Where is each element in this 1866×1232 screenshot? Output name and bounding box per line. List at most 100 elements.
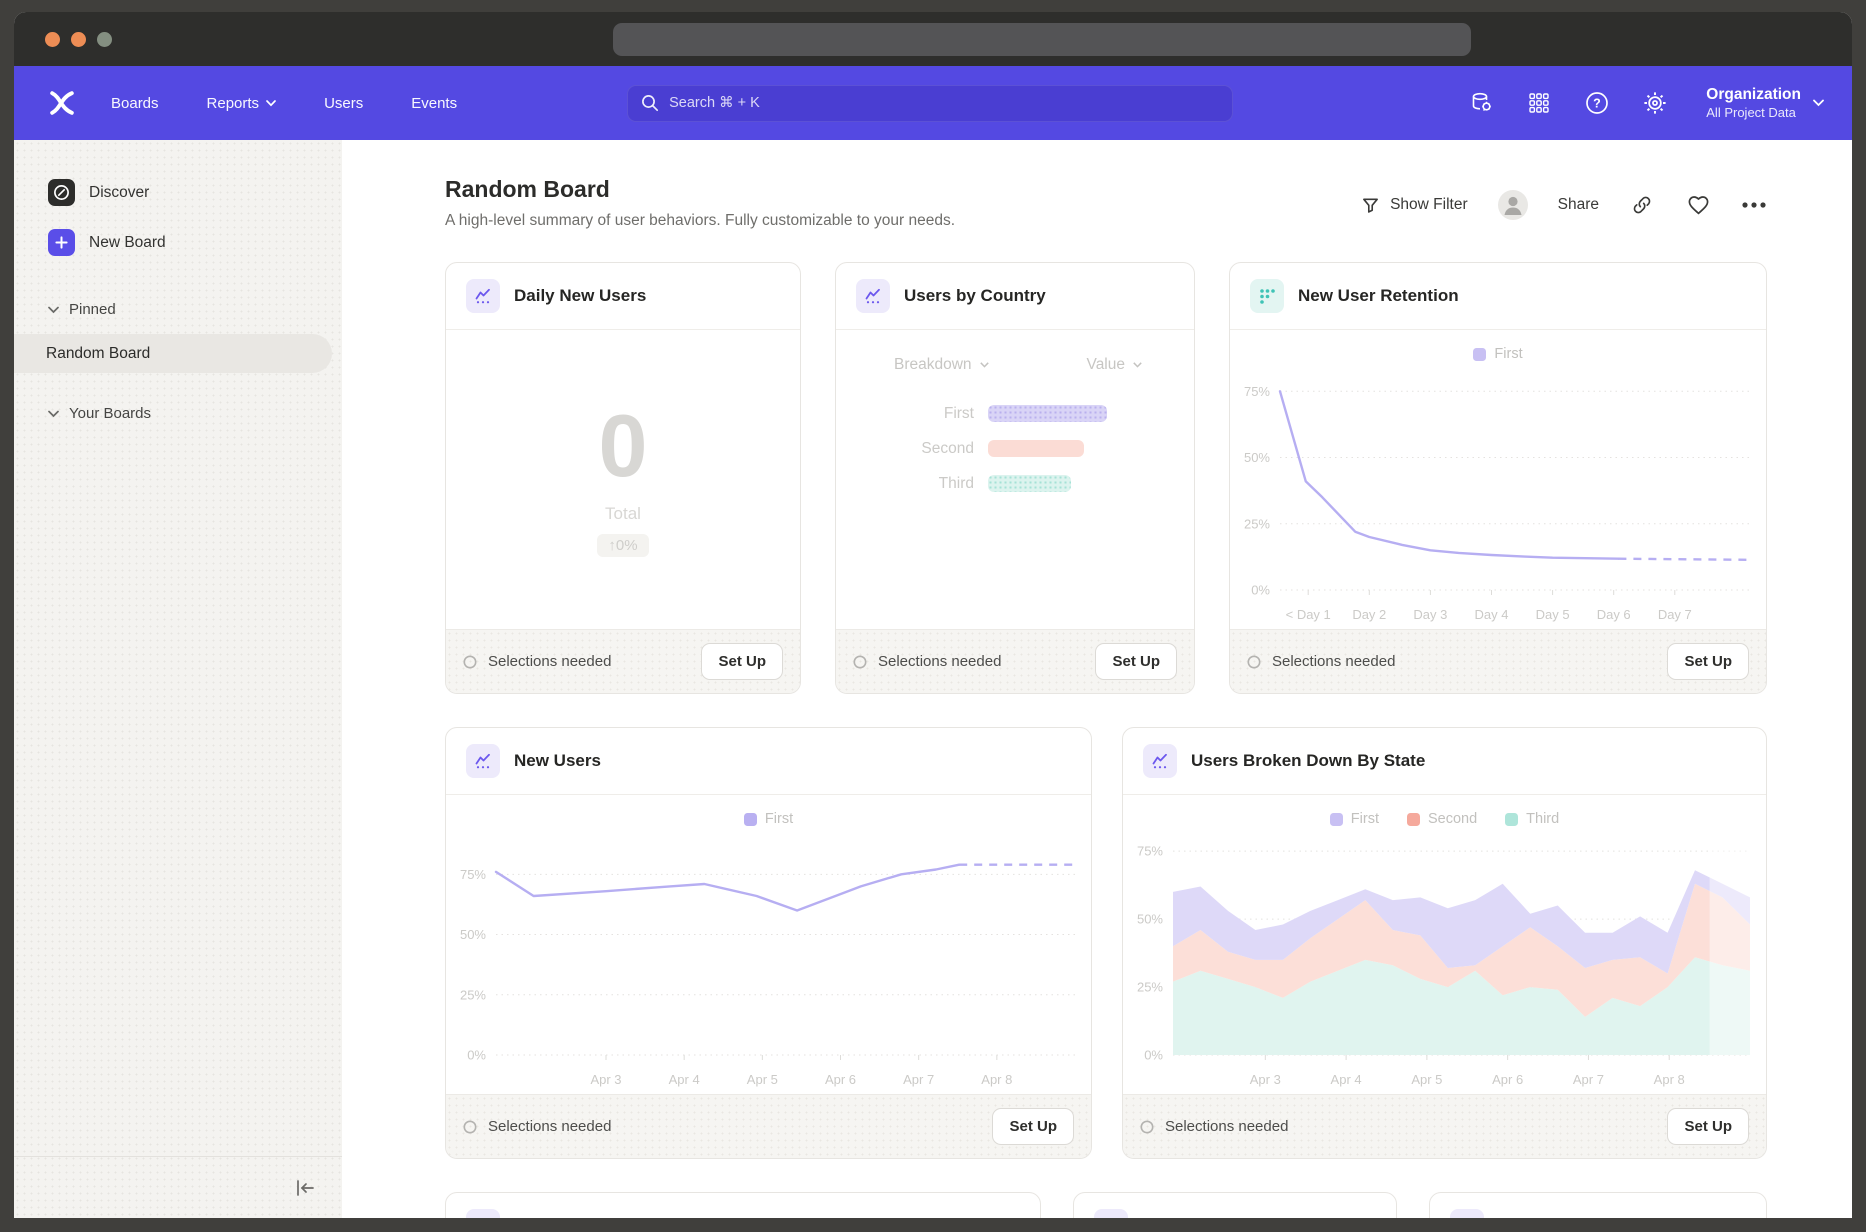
svg-text:0%: 0%: [1144, 1048, 1163, 1063]
board-header: Random Board A high-level summary of use…: [445, 176, 1767, 230]
svg-text:Day 5: Day 5: [1536, 607, 1570, 622]
set-up-button[interactable]: Set Up: [1667, 643, 1749, 680]
value-bar: [988, 475, 1071, 492]
search-placeholder: Search ⌘ + K: [669, 95, 760, 111]
breakdown-row: Second: [836, 438, 1194, 459]
svg-text:Apr 3: Apr 3: [1250, 1072, 1281, 1087]
sidebar-item-random-board[interactable]: Random Board: [14, 334, 332, 373]
sidebar-section-your-boards[interactable]: Your Boards: [14, 397, 342, 430]
svg-text:0%: 0%: [467, 1048, 486, 1063]
show-filter-button[interactable]: Show Filter: [1361, 196, 1468, 215]
compass-icon: [48, 179, 75, 206]
settings-gear-icon[interactable]: [1642, 90, 1668, 116]
sidebar: Discover New Board Pinned Random Board: [14, 140, 342, 1218]
copy-link-icon[interactable]: [1629, 192, 1655, 218]
close-window-button[interactable]: [45, 32, 60, 47]
stacked-area-chart: 75%50%25%0%Apr 3Apr 4Apr 5Apr 6Apr 7Apr …: [1123, 795, 1766, 1095]
card-new-users: New Users First 75%50%25%0%Apr 3Apr 4Apr…: [445, 727, 1092, 1159]
line-chart-icon: [1094, 1209, 1128, 1218]
nav-item-events[interactable]: Events: [411, 95, 457, 112]
sidebar-item-discover[interactable]: Discover: [14, 172, 342, 213]
favorite-heart-icon[interactable]: [1685, 192, 1711, 218]
set-up-button[interactable]: Set Up: [1667, 1108, 1749, 1145]
board-main: Random Board A high-level summary of use…: [342, 140, 1852, 1218]
card-daily-new-users: Daily New Users 0 Total ↑0%: [445, 262, 801, 694]
browser-url-bar[interactable]: [613, 23, 1471, 56]
search-icon: [641, 94, 659, 112]
chevron-down-icon: [266, 100, 276, 107]
nav-menu: Boards Reports Users Events: [111, 95, 457, 112]
line-chart-icon: [1450, 1209, 1484, 1218]
nav-item-reports[interactable]: Reports: [207, 95, 277, 112]
line-chart-icon: [466, 279, 500, 313]
sidebar-section-pinned[interactable]: Pinned: [14, 293, 342, 326]
status: Selections needed: [853, 653, 1001, 670]
set-up-button[interactable]: Set Up: [1095, 643, 1177, 680]
collapse-sidebar-icon[interactable]: [294, 1179, 316, 1197]
svg-text:Apr 7: Apr 7: [903, 1072, 934, 1087]
status-circle-icon: [853, 655, 867, 669]
chevron-down-icon: [1813, 99, 1824, 107]
filter-icon: [1361, 196, 1380, 215]
zoom-window-button[interactable]: [97, 32, 112, 47]
nav-item-boards[interactable]: Boards: [111, 95, 159, 112]
plus-icon: [48, 229, 75, 256]
metric-delta-badge: ↑0%: [597, 534, 648, 557]
sidebar-item-new-board[interactable]: New Board: [14, 222, 342, 263]
svg-text:Apr 3: Apr 3: [590, 1072, 621, 1087]
org-name: Organization: [1706, 85, 1801, 104]
help-icon[interactable]: ?: [1584, 90, 1610, 116]
metric-label: Total: [605, 504, 641, 524]
line-chart-icon: [856, 279, 890, 313]
svg-text:50%: 50%: [1137, 912, 1163, 927]
value-bar: [988, 440, 1084, 457]
chevron-down-icon: [1133, 362, 1142, 368]
sidebar-item-label: New Board: [89, 234, 166, 252]
set-up-button[interactable]: Set Up: [992, 1108, 1074, 1145]
card-stacked-line-graph: Stacked Line Graph: [445, 1192, 1041, 1218]
org-switcher[interactable]: Organization All Project Data: [1706, 85, 1824, 121]
retention-line-chart: 75%50%25%0%< Day 1Day 2Day 3Day 4Day 5Da…: [1230, 330, 1766, 630]
card-title: New User Retention: [1298, 286, 1459, 306]
svg-text:Day 3: Day 3: [1413, 607, 1447, 622]
line-chart-icon: [466, 1209, 500, 1218]
avatar[interactable]: [1498, 190, 1528, 220]
line-chart-icon: [466, 744, 500, 778]
status: Selections needed: [463, 1118, 611, 1135]
minimize-window-button[interactable]: [71, 32, 86, 47]
new-users-line-chart: 75%50%25%0%Apr 3Apr 4Apr 5Apr 6Apr 7Apr …: [446, 795, 1091, 1095]
value-column-header[interactable]: Value: [1087, 356, 1143, 374]
metric-value: 0: [599, 402, 648, 490]
breakdown-column-header[interactable]: Breakdown: [894, 356, 989, 374]
card-title: New Users: [514, 751, 601, 771]
browser-window: Boards Reports Users Events Search ⌘ + K: [14, 12, 1852, 1218]
svg-text:?: ?: [1593, 97, 1601, 111]
svg-text:0%: 0%: [1251, 583, 1270, 598]
cards-row-3: Stacked Line Graph Insights Report: [445, 1192, 1767, 1218]
share-button[interactable]: Share: [1558, 196, 1599, 214]
card-users-by-state: Users Broken Down By State FirstSecondTh…: [1122, 727, 1767, 1159]
svg-text:75%: 75%: [1244, 384, 1270, 399]
card-title: Stacked Line Graph: [514, 1216, 674, 1218]
screen: Boards Reports Users Events Search ⌘ + K: [0, 0, 1866, 1232]
page-subtitle: A high-level summary of user behaviors. …: [445, 212, 955, 230]
card-title: Active Users: [1498, 1216, 1601, 1218]
more-options-icon[interactable]: [1741, 192, 1767, 218]
line-chart-icon: [1143, 744, 1177, 778]
chevron-down-icon: [980, 362, 989, 368]
card-active-users: Active Users: [1429, 1192, 1767, 1218]
search-input[interactable]: Search ⌘ + K: [627, 85, 1233, 122]
mixpanel-logo-icon[interactable]: [47, 89, 77, 117]
data-management-icon[interactable]: [1468, 90, 1494, 116]
value-bar: [988, 405, 1107, 422]
cards-row-1: Daily New Users 0 Total ↑0%: [445, 262, 1767, 694]
apps-grid-icon[interactable]: [1526, 90, 1552, 116]
status: Selections needed: [1247, 653, 1395, 670]
metric-block: 0 Total ↑0%: [446, 402, 800, 557]
status-circle-icon: [1247, 655, 1261, 669]
svg-text:Apr 8: Apr 8: [981, 1072, 1012, 1087]
status: Selections needed: [1140, 1118, 1288, 1135]
set-up-button[interactable]: Set Up: [701, 643, 783, 680]
page-title: Random Board: [445, 176, 955, 203]
nav-item-users[interactable]: Users: [324, 95, 363, 112]
